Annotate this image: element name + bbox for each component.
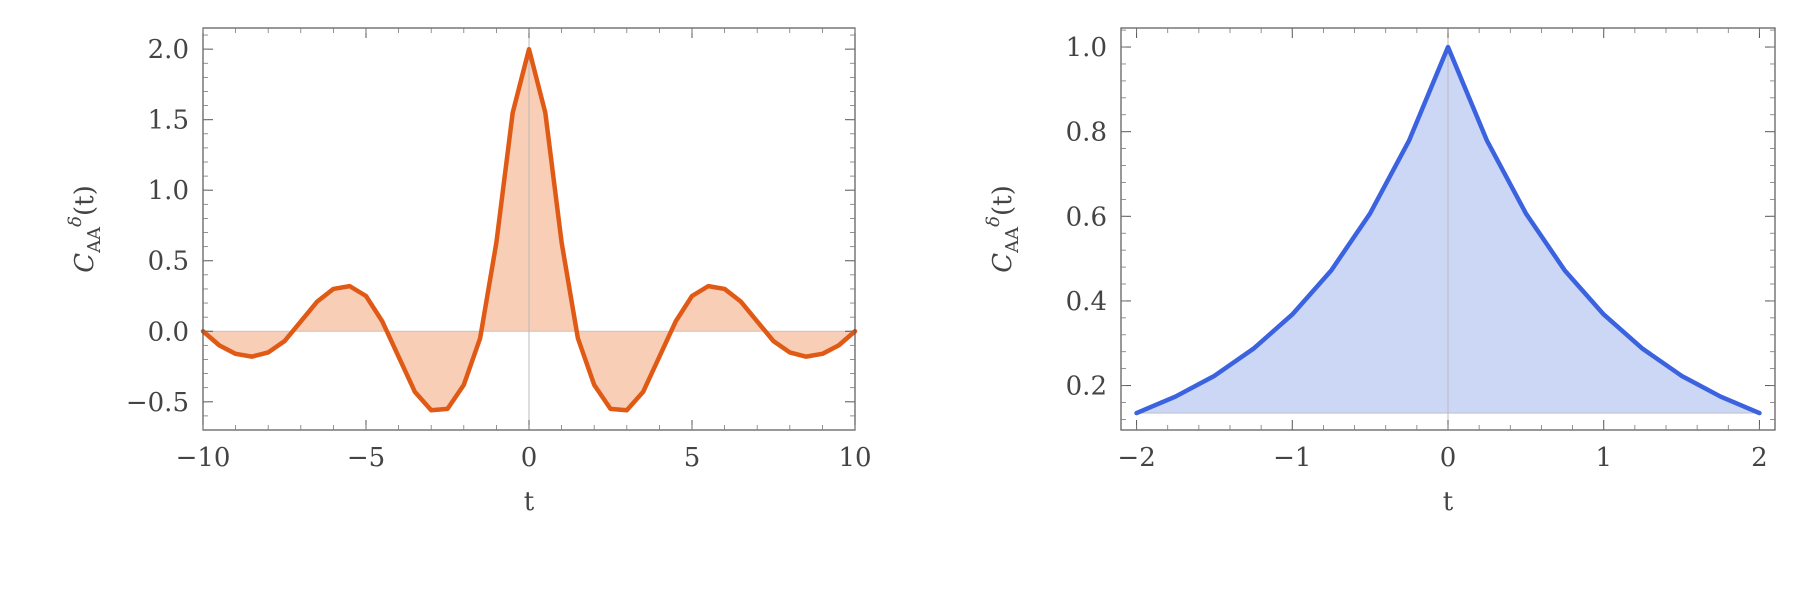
x-tick-label: −5: [347, 443, 385, 473]
x-axis-title: t: [524, 487, 535, 517]
x-tick-label: 5: [684, 443, 701, 473]
x-tick-label: −1: [1273, 443, 1311, 473]
x-tick-label: 1: [1595, 443, 1612, 473]
y-tick-label: 2.0: [148, 35, 189, 65]
x-tick-label: 0: [1440, 443, 1457, 473]
x-tick-label: 10: [838, 443, 871, 473]
y-axis-title: CAAδ(t): [65, 185, 105, 273]
y-tick-label: 0.2: [1066, 372, 1107, 402]
x-tick-label: 2: [1751, 443, 1768, 473]
x-tick-label: −10: [176, 443, 231, 473]
x-axis-title: t: [1443, 487, 1454, 517]
y-tick-label: 1.5: [148, 106, 189, 136]
y-tick-label: 0.0: [148, 317, 189, 347]
y-tick-label: 0.8: [1066, 118, 1107, 148]
y-tick-label: 0.5: [148, 247, 189, 277]
chart-panel-2: −2 −1 0 1 2 0.2 0.4 0.6 0.8 1.0 t CAAδ(t): [983, 27, 1776, 517]
x-tick-label: −2: [1117, 443, 1155, 473]
series-line: [1134, 44, 1762, 416]
chart-panel-1: −10 −5 0 5 10 −0.5 0.0 0.5 1.0 1.5 2.0 t CAAδ(t): [65, 27, 872, 517]
y-tick-label: −0.5: [126, 388, 189, 418]
y-tick-label: 1.0: [1066, 33, 1107, 63]
series-line: [200, 46, 858, 413]
y-tick-label: 0.6: [1066, 202, 1107, 232]
x-tick-label: 0: [521, 443, 538, 473]
y-tick-label: 1.0: [148, 176, 189, 206]
y-tick-label: 0.4: [1066, 287, 1107, 317]
y-axis-title: CAAδ(t): [983, 185, 1023, 273]
